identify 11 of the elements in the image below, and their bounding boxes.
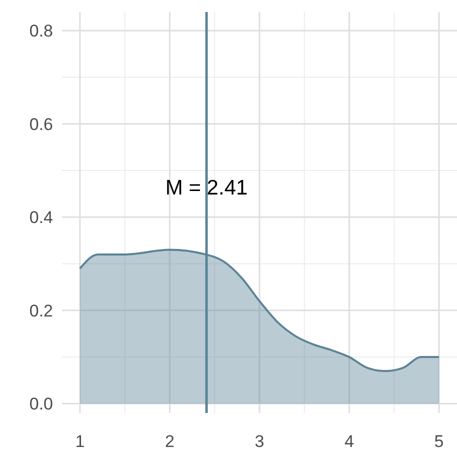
y-tick-label: 0.4	[29, 208, 53, 228]
x-tick-label: 5	[434, 432, 444, 451]
x-tick-label: 3	[254, 432, 264, 451]
x-tick-label: 1	[75, 432, 85, 451]
ref-line-label: M = 2.41	[165, 176, 248, 200]
y-tick-label: 0.0	[29, 394, 53, 414]
y-tick-label: 0.8	[29, 22, 53, 41]
y-tick-label: 0.6	[29, 114, 53, 134]
x-tick-label: 4	[344, 432, 354, 451]
x-tick-label: 2	[164, 432, 174, 451]
y-tick-label: 0.2	[29, 301, 53, 320]
